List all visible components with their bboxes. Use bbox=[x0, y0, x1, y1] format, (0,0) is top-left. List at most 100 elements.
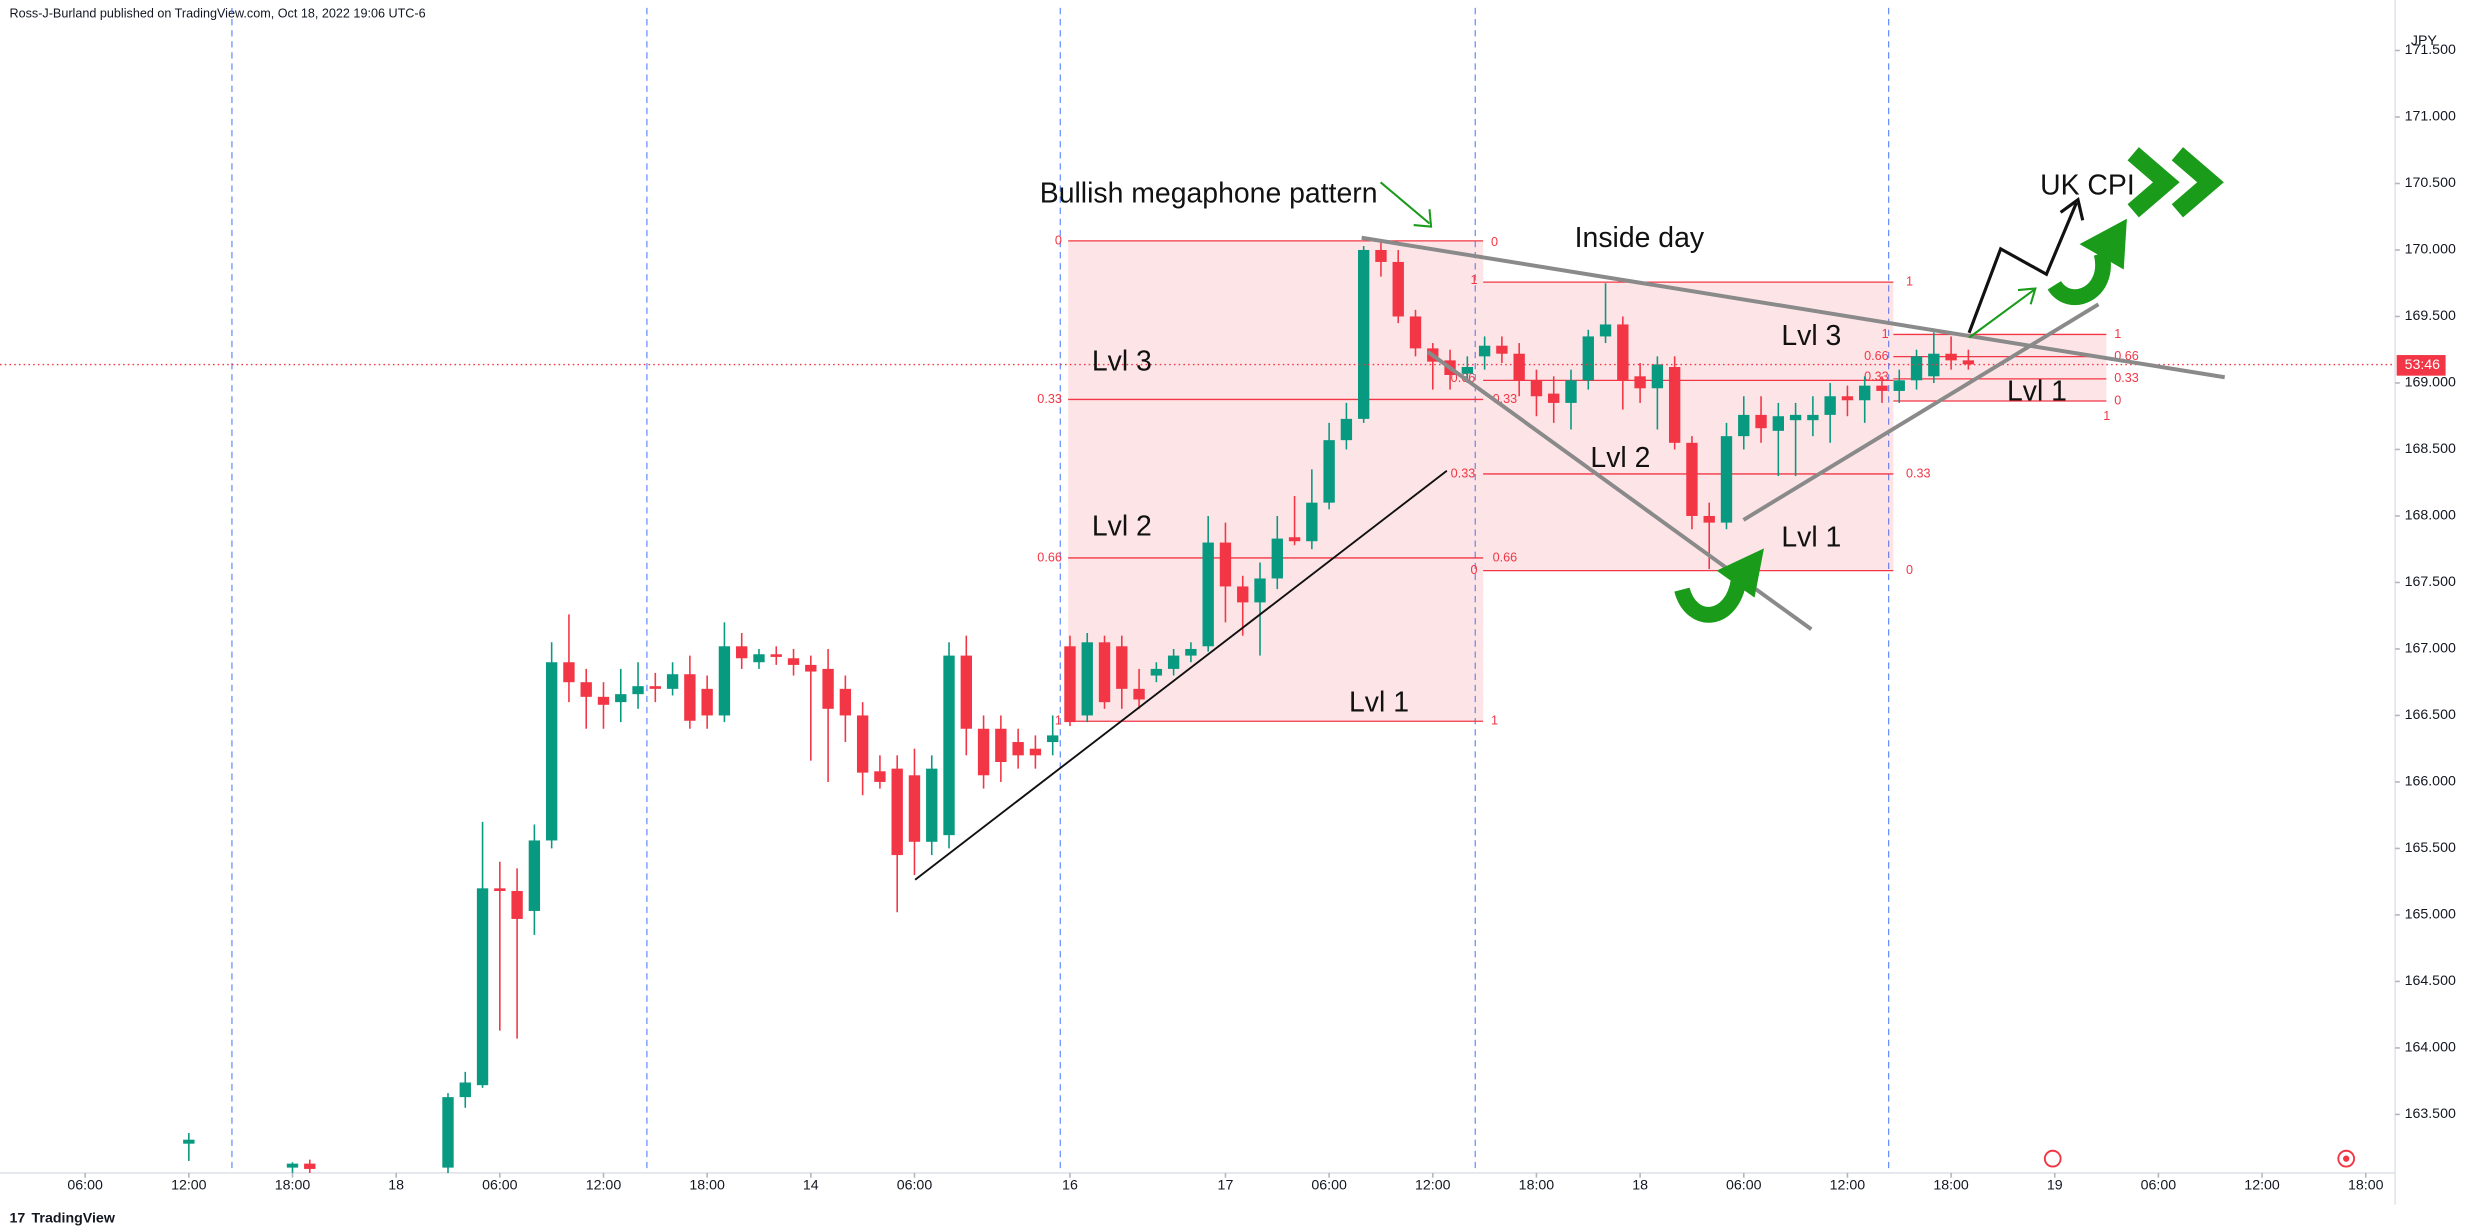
candle-body bbox=[286, 1163, 299, 1168]
fib-level-label: 0.33 bbox=[2114, 371, 2139, 385]
candle-body bbox=[1409, 316, 1422, 349]
annotation: Lvl 3 bbox=[1781, 320, 1841, 352]
candle-body bbox=[1617, 324, 1629, 381]
candle-body bbox=[718, 646, 731, 716]
candle-body bbox=[459, 1082, 471, 1098]
y-tick-label: 163.500 bbox=[2405, 1106, 2456, 1122]
fib-level-label: 1 bbox=[1906, 274, 1913, 288]
y-tick-label: 171.000 bbox=[2405, 109, 2456, 125]
fib-level-label: 0 bbox=[1471, 563, 1478, 577]
annotation: Inside day bbox=[1575, 222, 1705, 254]
fib-level-label: 0.33 bbox=[1037, 392, 1062, 406]
fib-level-label: 1 bbox=[1882, 327, 1889, 341]
countdown: 53:46 bbox=[2405, 357, 2441, 373]
candle-body bbox=[304, 1163, 316, 1169]
x-tick-label: 18:00 bbox=[2348, 1177, 2384, 1193]
x-tick-label: 18:00 bbox=[275, 1177, 311, 1193]
price-tag bbox=[2396, 355, 2446, 376]
candle-body bbox=[856, 715, 869, 773]
fib-level-label: 0 bbox=[1055, 233, 1062, 247]
candle-body bbox=[1910, 356, 1923, 381]
x-tick-label: 18 bbox=[388, 1177, 404, 1193]
candle-body bbox=[1219, 542, 1232, 587]
candle-body bbox=[943, 655, 955, 836]
candle-body bbox=[1962, 360, 1975, 365]
fib-level-label: 0.33 bbox=[1451, 466, 1476, 480]
candle-body bbox=[1012, 742, 1024, 756]
x-tick-label: 06:00 bbox=[1726, 1177, 1762, 1193]
candle-body bbox=[632, 686, 644, 695]
x-tick-label: 12:00 bbox=[1830, 1177, 1866, 1193]
candle-body bbox=[1098, 642, 1111, 703]
candle-body bbox=[1755, 414, 1767, 429]
candle-body bbox=[908, 775, 921, 842]
candle-body bbox=[1824, 396, 1836, 415]
fib-level-label: 1 bbox=[1491, 714, 1498, 728]
x-tick-label: 06:00 bbox=[897, 1177, 933, 1193]
candle-body bbox=[649, 686, 661, 689]
candle-body bbox=[1288, 537, 1301, 542]
y-tick-label: 167.000 bbox=[2405, 641, 2456, 657]
candle-body bbox=[545, 662, 558, 841]
candle-body bbox=[1565, 380, 1577, 403]
brand-logo: 17 bbox=[9, 1211, 25, 1227]
candle-body bbox=[770, 654, 782, 657]
candle-body bbox=[1323, 440, 1335, 503]
candle-body bbox=[822, 668, 834, 709]
candle-body bbox=[183, 1139, 195, 1144]
candle-body bbox=[1789, 414, 1802, 421]
candle-body bbox=[1064, 646, 1076, 723]
candle-body bbox=[839, 688, 852, 716]
candle-body bbox=[1254, 578, 1266, 603]
session-breaks bbox=[231, 7, 1890, 1173]
y-tick-label: 164.000 bbox=[2405, 1040, 2456, 1056]
annotation: Lvl 1 bbox=[1781, 521, 1841, 553]
fib-level-label: 0.33 bbox=[1906, 466, 1931, 480]
candle-body bbox=[1582, 336, 1594, 381]
candle-body bbox=[701, 688, 713, 716]
candle-body bbox=[736, 646, 748, 659]
candle-body bbox=[563, 662, 575, 683]
fib-level-label: 0.66 bbox=[1864, 349, 1889, 363]
x-tick-label: 12:00 bbox=[1415, 1177, 1451, 1193]
candle-body bbox=[1548, 393, 1560, 403]
x-tick-label: 12:00 bbox=[171, 1177, 207, 1193]
candle-body bbox=[1237, 586, 1249, 603]
candle-body bbox=[1686, 442, 1698, 516]
x-tick-label: 06:00 bbox=[1311, 1177, 1347, 1193]
byline: Ross-J-Burland published on TradingView.… bbox=[9, 7, 425, 21]
currency: JPY bbox=[2411, 33, 2438, 49]
x-tick-label: 06:00 bbox=[67, 1177, 103, 1193]
fib-level-label: 1 bbox=[1055, 714, 1062, 728]
annotation: UK CPI bbox=[2040, 170, 2135, 202]
candle-body bbox=[1876, 385, 1888, 391]
fib-level-label: 0.66 bbox=[1037, 550, 1062, 564]
y-tick-label: 168.000 bbox=[2405, 508, 2456, 524]
x-tick-label: 06:00 bbox=[482, 1177, 518, 1193]
candle-body bbox=[1306, 502, 1318, 542]
candle-body bbox=[1634, 376, 1646, 389]
candle-body bbox=[1461, 367, 1474, 374]
annotation: Bullish megaphone pattern bbox=[1040, 177, 1378, 209]
candle-body bbox=[1703, 515, 1715, 523]
candle-body bbox=[666, 674, 679, 689]
x-tick-label: 18:00 bbox=[689, 1177, 725, 1193]
candle-body bbox=[1375, 249, 1387, 262]
candle-body bbox=[1738, 414, 1750, 437]
x-tick-label: 17 bbox=[1218, 1177, 1234, 1193]
x-tick-label: 16 bbox=[1062, 1177, 1078, 1193]
candle-body bbox=[494, 888, 506, 891]
candle-body bbox=[597, 696, 610, 705]
y-tick-label: 168.500 bbox=[2405, 441, 2456, 457]
fib-level-label: 0 bbox=[1906, 563, 1913, 577]
candle-body bbox=[1893, 380, 1905, 391]
candle-body bbox=[1029, 748, 1042, 756]
candle-body bbox=[511, 890, 523, 919]
x-tick-label: 14 bbox=[803, 1177, 819, 1193]
y-tick-label: 165.500 bbox=[2405, 840, 2456, 856]
annotation: Lvl 2 bbox=[1590, 442, 1650, 474]
candle-body bbox=[874, 771, 886, 782]
y-tick-label: 164.500 bbox=[2405, 973, 2456, 989]
annotation: Lvl 2 bbox=[1092, 510, 1152, 542]
